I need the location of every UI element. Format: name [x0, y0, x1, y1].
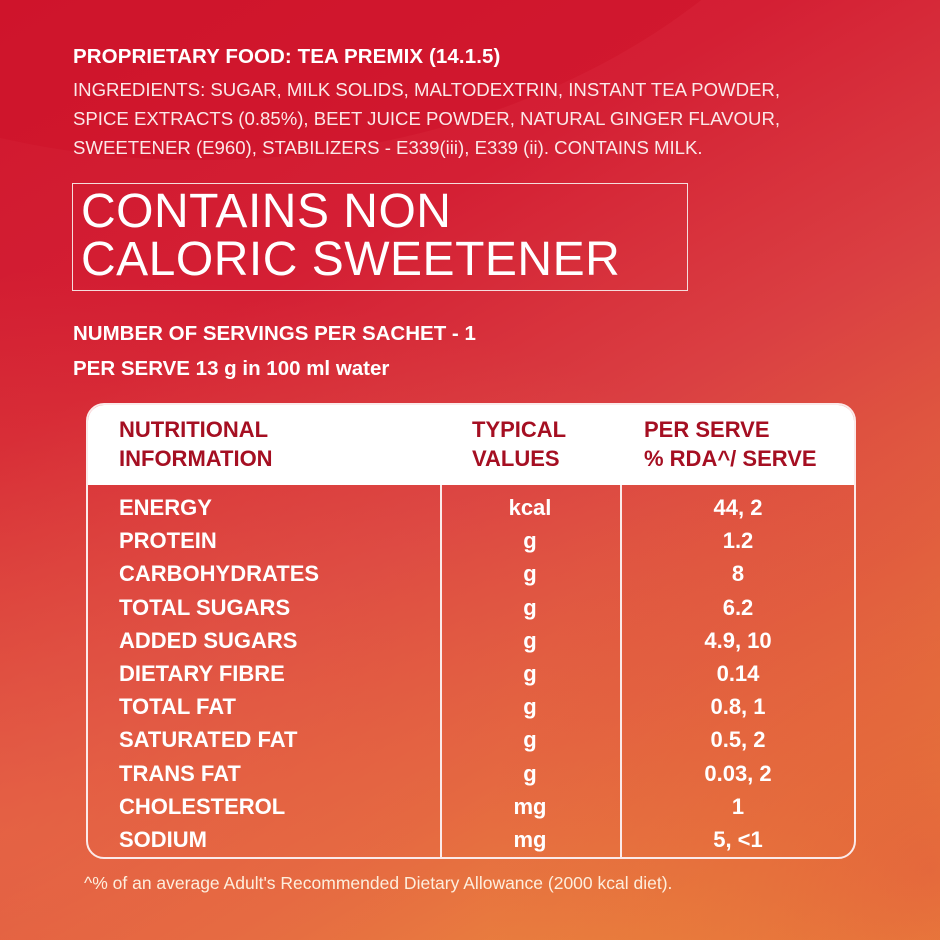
header-typical-values: TYPICAL VALUES — [472, 415, 566, 473]
table-row: SODIUM mg 5, <1 — [88, 823, 854, 856]
serving-info: NUMBER OF SERVINGS PER SACHET - 1 PER SE… — [73, 316, 476, 386]
table-row: PROTEIN g 1.2 — [88, 524, 854, 557]
nutrient-name: PROTEIN — [119, 528, 217, 554]
nutrient-unit: kcal — [508, 495, 552, 520]
nutrient-unit: mg — [513, 793, 547, 819]
table-row: CHOLESTEROL mg 1 — [88, 790, 854, 823]
nutrient-value: 0.5, 2 — [710, 727, 766, 753]
nutrition-table: NUTRITIONAL INFORMATION TYPICAL VALUES P… — [86, 403, 856, 859]
header-line: NUTRITIONAL — [119, 417, 269, 442]
nutrient-unit: g — [523, 627, 537, 653]
nutrition-table-header: NUTRITIONAL INFORMATION TYPICAL VALUES P… — [88, 405, 854, 485]
table-row: TOTAL SUGARS g 6.2 — [88, 591, 854, 624]
nutrient-name: SATURATED FAT — [119, 727, 298, 753]
table-row: TOTAL FAT g 0.8, 1 — [88, 690, 854, 723]
nutrient-value: 0.03, 2 — [704, 760, 772, 786]
nutrient-value: 6.2 — [722, 594, 754, 620]
table-row: TRANS FAT g 0.03, 2 — [88, 757, 854, 790]
nutrient-unit: g — [523, 694, 537, 720]
column-divider — [440, 485, 442, 857]
header-line: INFORMATION — [119, 446, 273, 471]
nutrient-unit: g — [523, 760, 537, 786]
rda-footnote: ^% of an average Adult's Recommended Die… — [84, 873, 673, 893]
nutrient-value: 0.8, 1 — [710, 694, 766, 720]
nutrient-unit: g — [523, 660, 537, 686]
nutrient-name: TOTAL FAT — [119, 694, 236, 720]
warning-line: CONTAINS NON — [81, 185, 452, 238]
product-title: PROPRIETARY FOOD: TEA PREMIX (14.1.5) — [73, 45, 501, 68]
nutrient-unit: g — [523, 727, 537, 753]
ingredients-line: SWEETENER (E960), STABILIZERS - E339(iii… — [73, 137, 703, 158]
header-line: % RDA^/ SERVE — [644, 446, 817, 471]
table-row: DIETARY FIBRE g 0.14 — [88, 657, 854, 690]
ingredients-list: INGREDIENTS: SUGAR, MILK SOLIDS, MALTODE… — [73, 75, 903, 162]
nutrient-name: TRANS FAT — [119, 760, 241, 786]
table-row: ENERGY kcal 44, 2 — [88, 491, 854, 524]
nutrient-name: CARBOHYDRATES — [119, 561, 320, 587]
header-line: VALUES — [472, 446, 560, 471]
nutrient-unit: g — [523, 594, 537, 620]
header-per-serve: PER SERVE % RDA^/ SERVE — [644, 415, 817, 473]
nutrition-table-body: ENERGY kcal 44, 2 PROTEIN g 1.2 CARBOHYD… — [88, 491, 854, 856]
nutrient-value: 8 — [731, 561, 745, 587]
nutrient-unit: g — [523, 561, 537, 587]
sweetener-warning-box: CONTAINS NON CALORIC SWEETENER — [72, 183, 688, 291]
servings-per-sachet: NUMBER OF SERVINGS PER SACHET - 1 — [73, 322, 476, 345]
header-nutritional-information: NUTRITIONAL INFORMATION — [119, 415, 273, 473]
column-divider — [620, 485, 622, 857]
nutrient-name: SODIUM — [119, 826, 207, 852]
nutrient-unit: g — [523, 528, 537, 554]
warning-line: CALORIC SWEETENER — [81, 233, 621, 286]
nutrient-name: TOTAL SUGARS — [119, 594, 291, 620]
table-row: CARBOHYDRATES g 8 — [88, 557, 854, 590]
header-line: PER SERVE — [644, 417, 770, 442]
nutrient-name: CHOLESTEROL — [119, 793, 286, 819]
nutrient-name: ENERGY — [119, 495, 212, 520]
nutrient-value: 44, 2 — [713, 495, 763, 520]
nutrient-name: ADDED SUGARS — [119, 627, 298, 653]
nutrient-value: 1 — [731, 793, 745, 819]
nutrient-value: 0.14 — [716, 660, 760, 686]
nutrient-unit: mg — [513, 826, 547, 852]
nutrient-value: 5, <1 — [713, 826, 763, 852]
nutrient-value: 4.9, 10 — [704, 627, 772, 653]
serving-size: PER SERVE 13 g in 100 ml water — [73, 357, 390, 380]
ingredients-line: INGREDIENTS: SUGAR, MILK SOLIDS, MALTODE… — [73, 79, 781, 100]
table-row: SATURATED FAT g 0.5, 2 — [88, 723, 854, 756]
nutrient-value: 1.2 — [722, 528, 754, 554]
table-row: ADDED SUGARS g 4.9, 10 — [88, 624, 854, 657]
header-line: TYPICAL — [472, 417, 567, 442]
ingredients-line: SPICE EXTRACTS (0.85%), BEET JUICE POWDE… — [73, 108, 781, 129]
nutrient-name: DIETARY FIBRE — [119, 660, 285, 686]
